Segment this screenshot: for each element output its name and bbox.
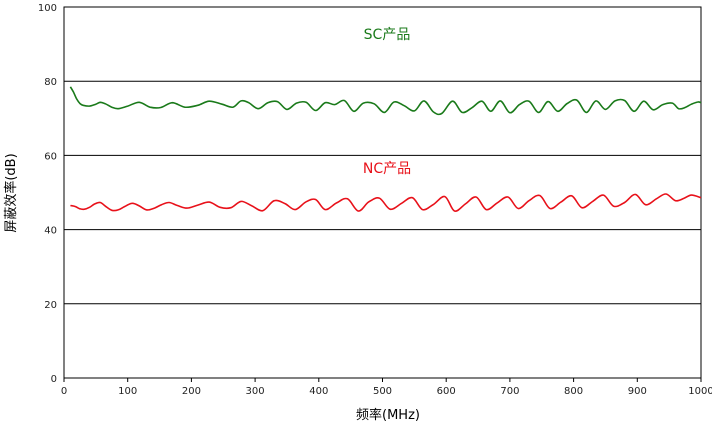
y-tick-label: 40 bbox=[44, 226, 57, 237]
x-tick-label: 100 bbox=[118, 386, 137, 397]
y-tick-label: 20 bbox=[44, 300, 57, 311]
y-tick-labels: 0 20 40 60 80 100 bbox=[38, 3, 57, 385]
x-tick-label: 400 bbox=[309, 386, 328, 397]
y-tick-label: 80 bbox=[44, 77, 57, 88]
y-tick-label: 100 bbox=[38, 3, 57, 14]
x-tick-label: 300 bbox=[246, 386, 265, 397]
gridlines bbox=[64, 80, 701, 305]
y-tick-label: 60 bbox=[44, 151, 57, 162]
x-tick-label: 1000 bbox=[688, 386, 712, 397]
x-tick-label: 0 bbox=[61, 386, 67, 397]
series-lines bbox=[69, 86, 702, 212]
x-axis-title: 频率(MHz) bbox=[356, 407, 420, 423]
series-line-sc bbox=[69, 86, 702, 116]
x-tick-labels: 0 100 200 300 400 500 600 700 800 900 1000 bbox=[61, 378, 712, 397]
series-line-nc bbox=[70, 193, 702, 212]
plot-area bbox=[63, 6, 702, 379]
x-tick-label: 800 bbox=[564, 386, 583, 397]
plot-frame bbox=[63, 6, 702, 379]
x-tick-label: 500 bbox=[373, 386, 392, 397]
x-tick-label: 200 bbox=[182, 386, 201, 397]
y-axis-title: 屏蔽效率(dB) bbox=[3, 153, 19, 232]
series-label-sc: SC产品 bbox=[364, 27, 411, 43]
x-tick-label: 600 bbox=[437, 386, 456, 397]
x-tick-label: 700 bbox=[500, 386, 519, 397]
series-label-nc: NC产品 bbox=[363, 161, 411, 177]
y-tick-label: 0 bbox=[51, 374, 57, 385]
x-tick-label: 900 bbox=[628, 386, 647, 397]
